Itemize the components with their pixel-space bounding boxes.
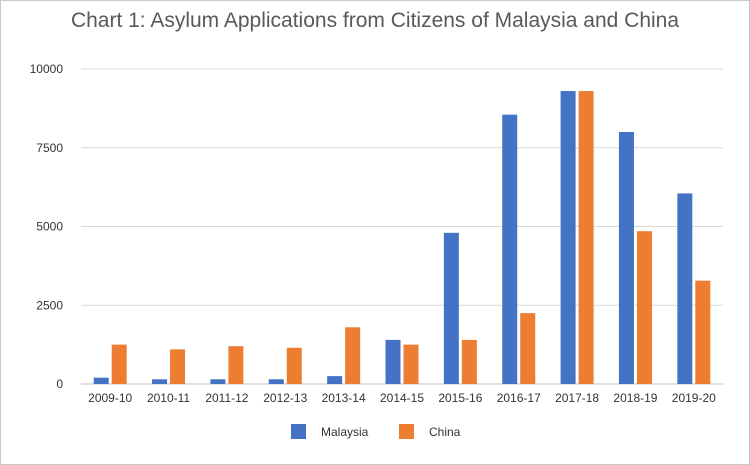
chart-title: Chart 1: Asylum Applications from Citize…	[70, 9, 680, 32]
bar-malaysia-2018-19	[618, 132, 634, 384]
bar-china-2011-12	[228, 346, 244, 384]
x-tick-label: 2016-17	[497, 391, 541, 405]
x-tick-label: 2014-15	[380, 391, 424, 405]
bar-malaysia-2013-14	[327, 376, 343, 384]
bar-china-2019-20	[695, 280, 711, 384]
bar-china-2009-10	[111, 344, 127, 384]
y-tick-label: 0	[56, 377, 63, 391]
x-tick-label: 2010-11	[147, 391, 190, 405]
x-tick-label: 2018-19	[613, 391, 657, 405]
legend-swatch-china	[399, 424, 414, 439]
bar-china-2016-17	[520, 313, 536, 384]
x-tick-label: 2011-12	[205, 391, 248, 405]
bar-malaysia-2016-17	[502, 114, 518, 385]
y-tick-label: 7500	[36, 141, 63, 155]
bar-china-2010-11	[170, 349, 186, 384]
legend-swatch-malaysia	[291, 424, 306, 439]
y-tick-label: 2500	[36, 298, 63, 312]
x-tick-label: 2009-10	[88, 391, 132, 405]
legend-label-malaysia: Malaysia	[321, 425, 369, 439]
bar-china-2015-16	[461, 339, 477, 384]
bar-malaysia-2012-13	[268, 379, 284, 384]
x-tick-label: 2013-14	[322, 391, 366, 405]
y-tick-label: 5000	[36, 220, 63, 234]
legend-label-china: China	[429, 425, 461, 439]
y-tick-label: 10000	[30, 62, 64, 76]
bar-china-2013-14	[345, 327, 361, 384]
bar-malaysia-2009-10	[93, 377, 109, 384]
bar-malaysia-2015-16	[443, 232, 459, 384]
bar-malaysia-2011-12	[210, 379, 226, 384]
bar-malaysia-2010-11	[152, 379, 168, 384]
bar-china-2017-18	[578, 91, 594, 385]
bar-malaysia-2014-15	[385, 339, 401, 384]
bar-china-2014-15	[403, 344, 419, 384]
bar-malaysia-2017-18	[560, 91, 576, 385]
bar-china-2018-19	[636, 231, 652, 384]
x-tick-label: 2017-18	[555, 391, 599, 405]
x-tick-label: 2012-13	[263, 391, 307, 405]
x-tick-label: 2015-16	[438, 391, 482, 405]
bar-china-2012-13	[286, 347, 302, 384]
bar-malaysia-2019-20	[677, 193, 693, 384]
x-tick-label: 2019-20	[672, 391, 716, 405]
